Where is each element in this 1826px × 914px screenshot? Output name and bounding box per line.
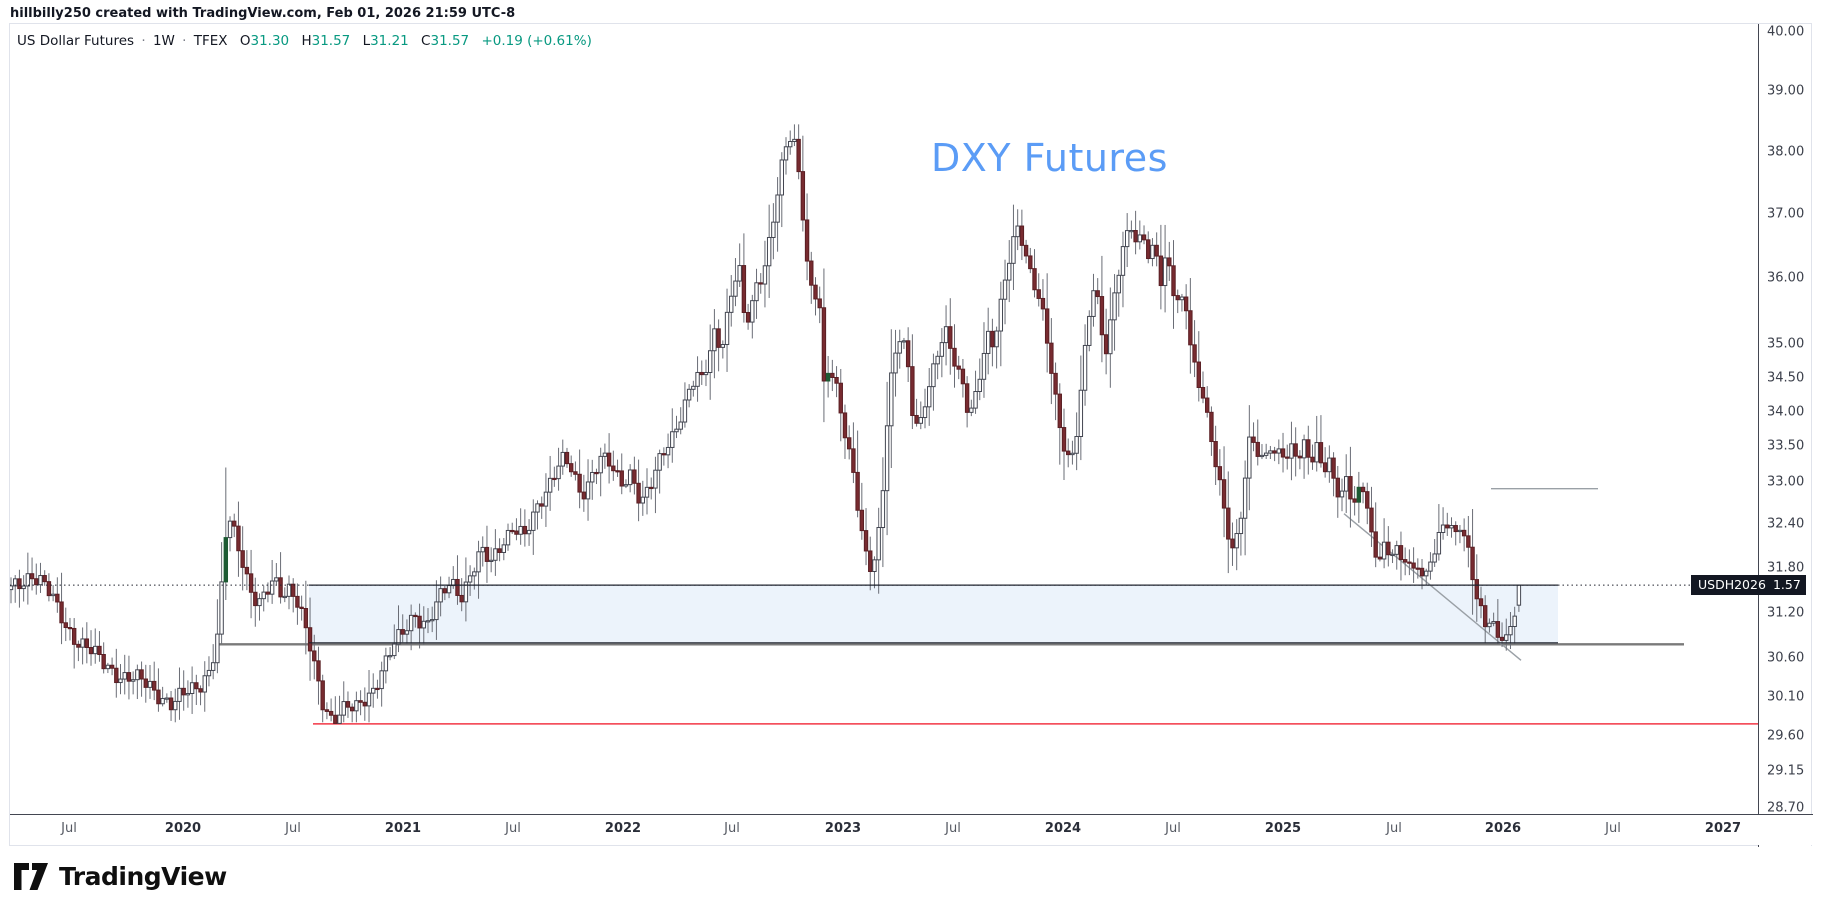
symbol-legend[interactable]: US Dollar Futures · 1W · TFEX O31.30 H31… xyxy=(17,33,592,49)
time-tick-month: Jul xyxy=(1386,821,1402,836)
time-tick-month: Jul xyxy=(1605,821,1621,836)
price-axis[interactable]: 31.57 40.00 39.00 38.00 37.00 36.00 35.00 34.5… xyxy=(1758,24,1811,847)
price-tick-label: 34.50 xyxy=(1767,370,1805,386)
price-tick-label: 37.00 xyxy=(1767,206,1805,222)
legend-separator: · xyxy=(141,33,146,49)
time-tick-year: 2022 xyxy=(604,821,642,836)
price-tick-label: 32.40 xyxy=(1767,516,1805,532)
price-tick-label: 35.00 xyxy=(1767,336,1805,352)
tradingview-logo-text: TradingView xyxy=(59,862,227,891)
legend-separator: · xyxy=(182,33,187,49)
price-tick-label: 38.00 xyxy=(1767,144,1805,160)
chart-canvas[interactable] xyxy=(10,24,1759,816)
time-tick-month: Jul xyxy=(1165,821,1181,836)
timeframe-label[interactable]: 1W xyxy=(152,33,175,49)
tradingview-logo[interactable]: TradingView xyxy=(13,862,227,891)
price-tick-label: 34.00 xyxy=(1767,404,1805,420)
change-value: +0.19 (+0.61%) xyxy=(481,33,592,49)
price-tick-label: 33.50 xyxy=(1767,438,1805,454)
price-tick-label: 36.00 xyxy=(1767,270,1805,286)
time-tick-year: 2021 xyxy=(384,821,422,836)
price-tick-label: 28.70 xyxy=(1767,800,1805,816)
price-tick-label: 29.15 xyxy=(1767,763,1805,779)
tradingview-logo-icon xyxy=(14,863,48,890)
open-label: O xyxy=(239,33,251,49)
price-tick-label: 40.00 xyxy=(1767,24,1805,40)
high-value: 31.57 xyxy=(311,33,351,49)
attribution-text: hillbilly250 created with TradingView.co… xyxy=(10,6,516,21)
symbol-name[interactable]: US Dollar Futures xyxy=(17,33,135,49)
time-tick-month: Jul xyxy=(724,821,740,836)
time-tick-year: 2026 xyxy=(1484,821,1522,836)
instrument-price-label: USDH2026 xyxy=(1691,575,1773,596)
instrument-name: USDH2026 xyxy=(1698,577,1766,593)
time-axis[interactable]: Jul 2020 Jul 2021 Jul 2022 Jul 2023 Jul 2024 Jul 20… xyxy=(10,814,1813,845)
candlestick-series xyxy=(10,124,1522,724)
time-tick-year: 2023 xyxy=(824,821,862,836)
time-tick-year: 2027 xyxy=(1704,821,1742,836)
open-value: 31.30 xyxy=(250,33,290,49)
chart-frame: US Dollar Futures · 1W · TFEX O31.30 H31… xyxy=(9,23,1813,847)
price-tick-label: 31.80 xyxy=(1767,560,1805,576)
price-tick-label: 30.60 xyxy=(1767,650,1805,666)
time-tick-year: 2025 xyxy=(1264,821,1302,836)
price-tick-label: 31.20 xyxy=(1767,605,1805,621)
time-tick-month: Jul xyxy=(945,821,961,836)
low-label: L xyxy=(362,33,371,49)
price-tick-label: 39.00 xyxy=(1767,83,1805,99)
price-tick-label: 29.60 xyxy=(1767,728,1805,744)
close-value: 31.57 xyxy=(430,33,470,49)
time-tick-year: 2020 xyxy=(164,821,202,836)
time-tick-month: Jul xyxy=(285,821,301,836)
exchange-label: TFEX xyxy=(193,33,228,49)
price-tick-label: 30.10 xyxy=(1767,689,1805,705)
time-tick-year: 2024 xyxy=(1044,821,1082,836)
chart-title-annotation: DXY Futures xyxy=(931,136,1168,180)
high-label: H xyxy=(301,33,312,49)
price-tick-label: 33.00 xyxy=(1767,474,1805,490)
low-value: 31.21 xyxy=(370,33,409,49)
close-label: C xyxy=(421,33,431,49)
time-tick-month: Jul xyxy=(505,821,521,836)
time-tick-month: Jul xyxy=(61,821,77,836)
